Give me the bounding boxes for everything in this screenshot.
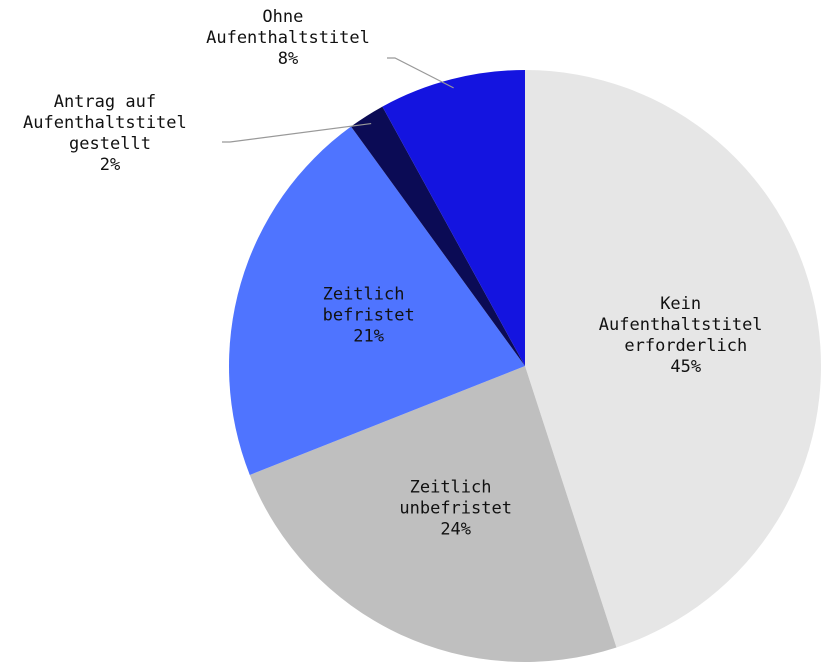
value-label: 21% xyxy=(353,327,384,347)
slice-label: Antrag auf Aufenthaltstitel gestellt xyxy=(23,92,197,154)
pie-slice xyxy=(525,70,821,648)
value-label: 2% xyxy=(100,155,120,175)
label-line: gestellt xyxy=(69,134,151,154)
value-label: 45% xyxy=(670,357,701,377)
label-line: Ohne xyxy=(262,7,313,27)
label-line: Kein xyxy=(660,294,711,314)
pie-slice xyxy=(228,126,525,475)
slice-label: Kein Aufenthaltstitel erforderlich xyxy=(599,294,773,356)
pie-slice xyxy=(382,70,525,366)
label-line: befristet xyxy=(323,306,415,326)
pie-slice xyxy=(351,106,525,366)
label-line: Aufenthaltstitel xyxy=(23,113,197,133)
leader-line xyxy=(387,57,454,89)
label-line: Zeitlich xyxy=(323,285,415,305)
slice-label: Ohne Aufenthaltstitel xyxy=(206,7,370,48)
slice-label: Zeitlich befristet xyxy=(323,285,415,326)
pie-slice xyxy=(249,366,617,663)
value-label: 8% xyxy=(278,49,298,69)
label-line: Antrag auf xyxy=(54,92,167,112)
label-line: erforderlich xyxy=(624,336,747,356)
label-line: Aufenthaltstitel xyxy=(599,315,773,335)
slice-label: Zeitlich unbefristet xyxy=(399,477,512,518)
value-label: 24% xyxy=(440,519,471,539)
label-line: Aufenthaltstitel xyxy=(206,28,370,48)
label-line: unbefristet xyxy=(399,498,512,518)
label-line: Zeitlich xyxy=(410,477,502,497)
leader-line xyxy=(222,122,372,143)
